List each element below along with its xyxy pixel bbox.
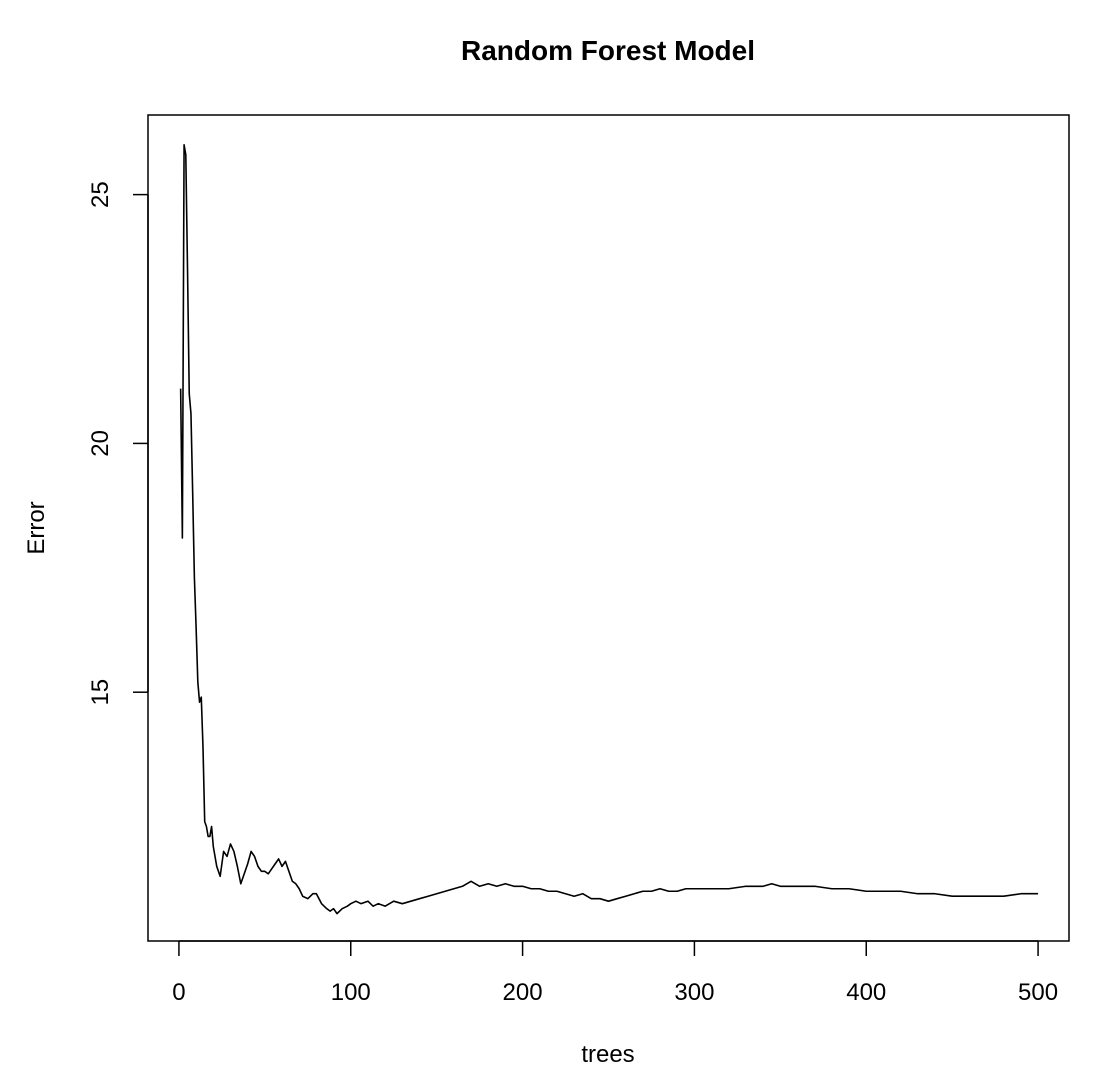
x-tick-label: 500 <box>1018 979 1058 1006</box>
y-axis: 15 20 25 <box>87 181 149 706</box>
y-tick-label: 15 <box>87 679 114 706</box>
plot-frame <box>147 114 1070 942</box>
x-tick-label: 0 <box>172 979 185 1006</box>
y-tick-label: 25 <box>87 181 114 208</box>
x-tick-label: 400 <box>846 979 886 1006</box>
x-tick-label: 200 <box>503 979 543 1006</box>
chart-title: Random Forest Model <box>461 35 755 66</box>
x-tick-label: 300 <box>674 979 714 1006</box>
x-tick-label: 100 <box>331 979 371 1006</box>
x-axis: 0 100 200 300 400 500 <box>172 940 1058 1006</box>
x-axis-label: trees <box>581 1041 634 1068</box>
y-tick-label: 20 <box>87 430 114 457</box>
y-axis-label: Error <box>23 501 50 554</box>
error-series-line <box>179 144 1039 915</box>
